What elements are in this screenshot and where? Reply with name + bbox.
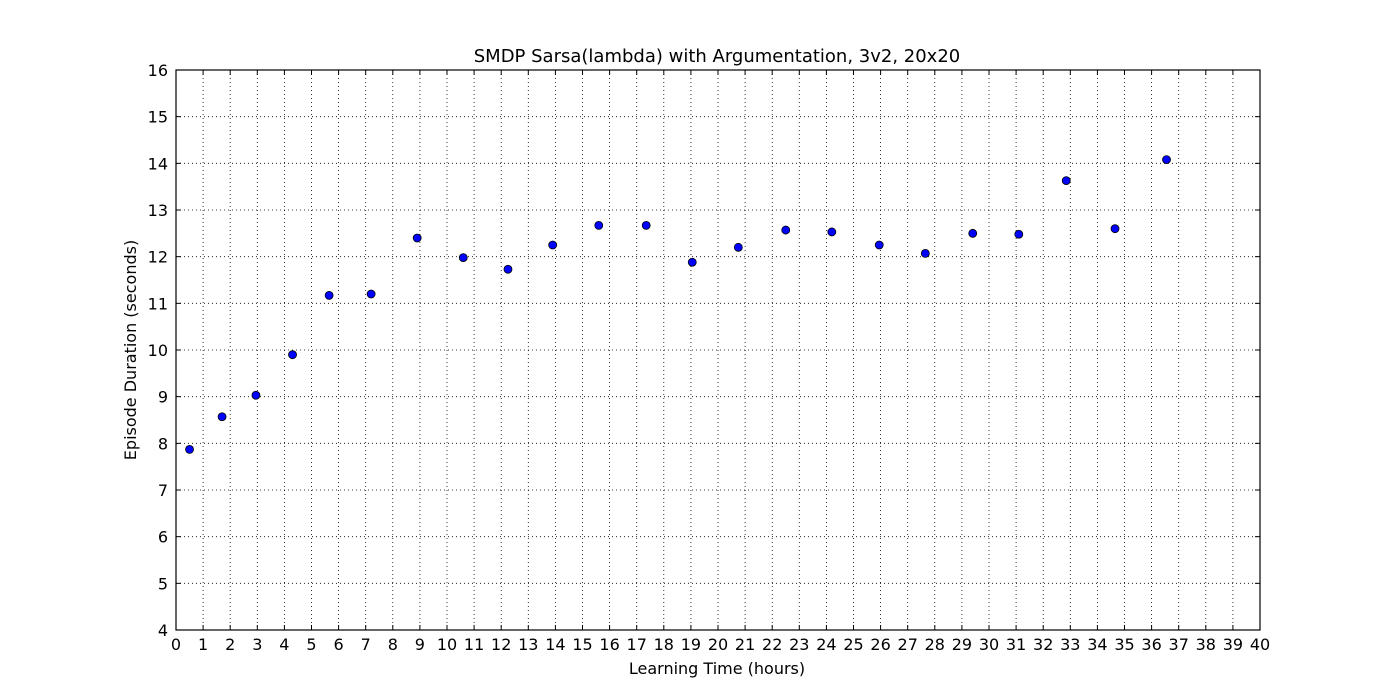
- data-point: [217, 412, 227, 422]
- y-tick-labels: 4 5 6 7 8 9 10 11 12 13 14 15 16: [148, 61, 168, 640]
- y-tick-label: 12: [148, 248, 168, 267]
- x-tick-label: 2: [225, 635, 235, 654]
- x-tick-label: 31: [1006, 635, 1026, 654]
- x-tick-label: 11: [464, 635, 484, 654]
- x-tick-label: 8: [388, 635, 398, 654]
- data-point: [548, 240, 558, 250]
- x-tick-labels: 0 1 2 3 4 5 6 7 8 9 10 11 12 13 14 15 16 17 18 19 20 21 22 23 24…: [171, 635, 1270, 654]
- grid: [175, 69, 1261, 631]
- x-tick-label: 18: [654, 635, 674, 654]
- data-point: [288, 350, 297, 360]
- x-tick-label: 36: [1141, 635, 1161, 654]
- x-tick-label: 34: [1087, 635, 1107, 654]
- x-tick-label: 35: [1114, 635, 1134, 654]
- data-point: [874, 240, 884, 250]
- data-point: [458, 253, 468, 263]
- data-point: [412, 233, 422, 243]
- x-tick-label: 1: [198, 635, 208, 654]
- y-tick-label: 13: [148, 201, 168, 220]
- x-tick-label: 25: [843, 635, 863, 654]
- x-tick-label: 23: [789, 635, 809, 654]
- y-tick-label: 14: [148, 154, 168, 173]
- x-tick-label: 40: [1250, 635, 1270, 654]
- y-axis-label: Episode Duration (seconds): [121, 240, 140, 460]
- y-tick-label: 7: [158, 481, 168, 500]
- x-tick-label: 5: [306, 635, 316, 654]
- x-tick-label: 13: [518, 635, 538, 654]
- axis-ticks: [175, 69, 1261, 631]
- x-tick-label: 4: [279, 635, 289, 654]
- x-tick-label: 21: [735, 635, 755, 654]
- x-tick-label: 17: [627, 635, 647, 654]
- data-point: [733, 242, 743, 252]
- x-tick-label: 15: [572, 635, 592, 654]
- x-tick-label: 32: [1033, 635, 1053, 654]
- data-point: [687, 257, 697, 267]
- x-tick-label: 29: [952, 635, 972, 654]
- y-tick-label: 4: [158, 621, 168, 640]
- x-tick-label: 37: [1169, 635, 1189, 654]
- data-point: [1162, 155, 1171, 165]
- x-tick-label: 6: [334, 635, 344, 654]
- y-tick-label: 15: [148, 108, 168, 127]
- y-tick-label: 11: [148, 294, 168, 313]
- x-tick-label: 16: [599, 635, 619, 654]
- y-tick-label: 8: [158, 434, 168, 453]
- x-tick-label: 22: [762, 635, 782, 654]
- x-tick-label: 38: [1196, 635, 1216, 654]
- x-tick-label: 7: [361, 635, 371, 654]
- data-point: [827, 227, 837, 237]
- chart-title: SMDP Sarsa(lambda) with Argumentation, 3…: [474, 46, 961, 67]
- data-point: [366, 289, 376, 299]
- x-axis-label: Learning Time (hours): [629, 659, 805, 678]
- x-tick-label: 19: [681, 635, 701, 654]
- x-tick-label: 20: [708, 635, 728, 654]
- data-point: [968, 228, 978, 238]
- x-tick-label: 33: [1060, 635, 1080, 654]
- data-point: [251, 390, 261, 400]
- x-tick-label: 12: [491, 635, 511, 654]
- x-tick-label: 3: [252, 635, 262, 654]
- x-tick-label: 26: [870, 635, 890, 654]
- x-tick-label: 10: [437, 635, 457, 654]
- data-point: [503, 264, 513, 274]
- x-tick-label: 0: [171, 635, 181, 654]
- data-points: [185, 155, 1171, 454]
- y-tick-label: 10: [148, 341, 168, 360]
- data-point: [781, 225, 791, 235]
- x-tick-label: 39: [1223, 635, 1243, 654]
- x-tick-label: 27: [898, 635, 918, 654]
- data-point: [324, 290, 334, 300]
- y-tick-label: 5: [158, 574, 168, 593]
- y-tick-label: 16: [148, 61, 168, 80]
- x-tick-label: 28: [925, 635, 945, 654]
- data-point: [920, 248, 930, 258]
- data-point: [1061, 176, 1071, 186]
- data-point: [1110, 224, 1120, 234]
- data-point: [185, 444, 194, 454]
- data-point: [1014, 229, 1024, 239]
- x-tick-label: 30: [979, 635, 999, 654]
- data-point: [594, 220, 604, 230]
- x-tick-label: 9: [415, 635, 425, 654]
- plot-frame: [175, 69, 1261, 631]
- data-point: [641, 220, 651, 230]
- y-tick-label: 9: [158, 388, 168, 407]
- x-tick-label: 14: [545, 635, 565, 654]
- x-tick-label: 24: [816, 635, 836, 654]
- y-tick-label: 6: [158, 528, 168, 547]
